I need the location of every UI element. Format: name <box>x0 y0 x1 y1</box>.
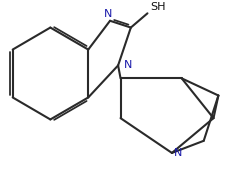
Text: N: N <box>174 148 183 158</box>
Text: N: N <box>103 9 112 19</box>
Text: SH: SH <box>150 2 165 12</box>
Text: N: N <box>124 60 133 70</box>
